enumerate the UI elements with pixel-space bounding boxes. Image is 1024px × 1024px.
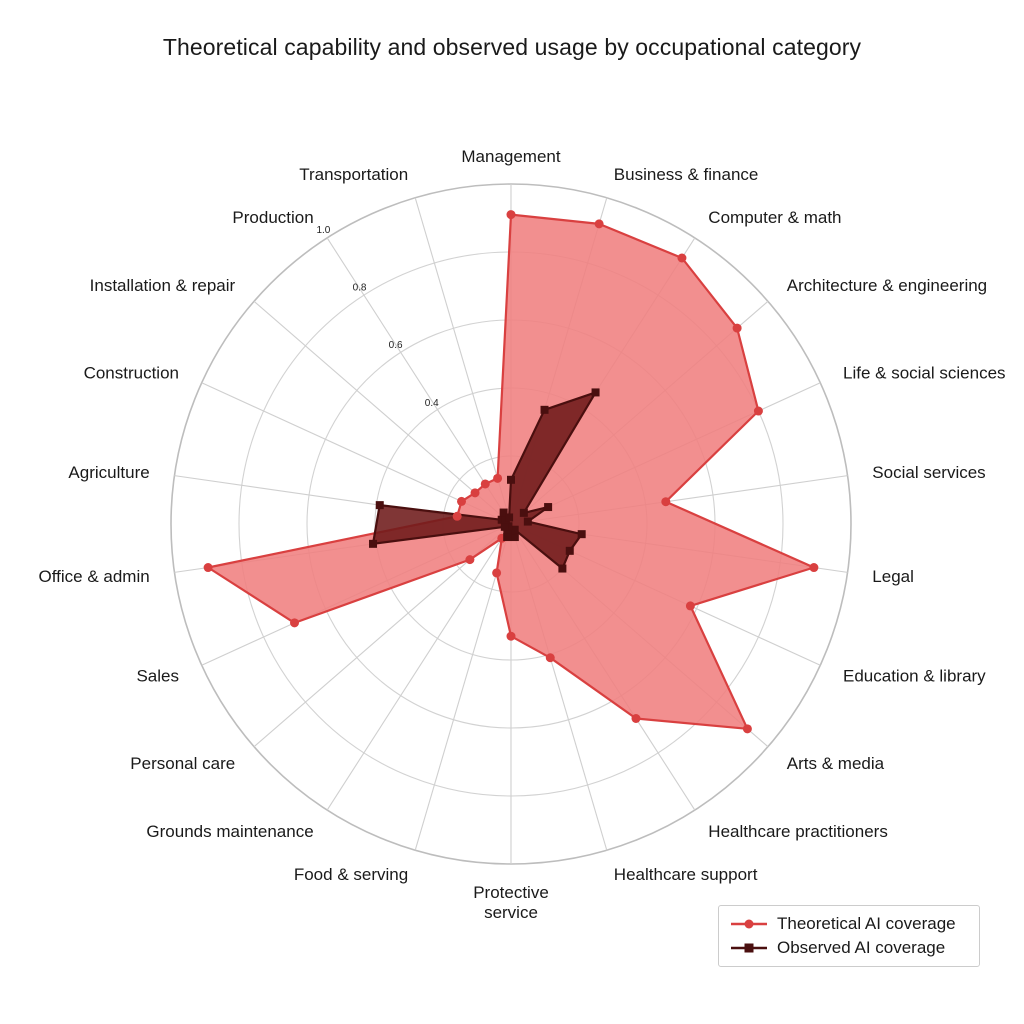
legend-swatch-observed — [731, 943, 767, 953]
point-theoretical-business-and-finance — [594, 219, 604, 229]
category-label-agriculture: Agriculture — [68, 463, 149, 482]
category-label-healthcare-support: Healthcare support — [614, 865, 758, 884]
category-label-installation-and-repair: Installation & repair — [90, 276, 236, 295]
chart-title: Theoretical capability and observed usag… — [162, 34, 862, 60]
point-theoretical-construction — [457, 496, 467, 506]
grid-spoke-food-and-serving — [414, 523, 512, 851]
point-observed-production — [499, 508, 508, 517]
grid-spoke-production — [326, 237, 512, 525]
point-observed-architecture-and-engineering — [519, 508, 528, 517]
point-observed-transportation — [505, 513, 514, 522]
point-theoretical-architecture-and-engineering — [732, 323, 742, 333]
point-theoretical-sales — [290, 618, 300, 628]
legend-label-observed: Observed AI coverage — [777, 938, 946, 957]
point-theoretical-installation-and-repair — [470, 488, 480, 498]
radial-tick-label-0-4: 0.4 — [425, 398, 439, 409]
point-theoretical-healthcare-support — [545, 653, 555, 663]
category-label-personal-care: Personal care — [130, 754, 235, 773]
category-label-production: Production — [232, 208, 313, 227]
category-label-education-and-library: Education & library — [843, 667, 986, 686]
legend-item-observed: Observed AI coverage — [729, 936, 969, 960]
category-label-construction: Construction — [84, 363, 179, 382]
category-label-life-and-social-sciences: Life & social sciences — [843, 363, 1006, 382]
category-label-management: Management — [461, 147, 561, 166]
point-theoretical-social-services — [661, 497, 671, 507]
category-label-healthcare-practitioners: Healthcare practitioners — [708, 822, 888, 841]
radial-tick-label-0-6: 0.6 — [389, 340, 403, 351]
category-label-grounds-maintenance: Grounds maintenance — [146, 822, 313, 841]
point-theoretical-transportation — [493, 473, 503, 483]
category-label-transportation: Transportation — [299, 165, 408, 184]
point-theoretical-computer-and-math — [677, 253, 687, 263]
point-observed-agriculture — [375, 501, 384, 510]
point-observed-computer-and-math — [591, 388, 600, 397]
radial-tick-label-0-8: 0.8 — [353, 283, 367, 294]
category-label-architecture-and-engineering: Architecture & engineering — [787, 276, 987, 295]
category-label-legal: Legal — [872, 567, 914, 586]
legend: Theoretical AI coverage Observed AI cove… — [718, 905, 980, 967]
point-observed-social-services — [523, 517, 532, 526]
point-theoretical-protective-service — [506, 631, 516, 641]
point-theoretical-education-and-library — [685, 601, 695, 611]
category-label-social-services: Social services — [872, 463, 985, 482]
point-observed-food-and-serving — [503, 533, 512, 542]
point-observed-office-and-admin — [369, 539, 378, 548]
point-observed-construction — [497, 515, 506, 524]
category-label-business-and-finance: Business & finance — [614, 165, 759, 184]
point-observed-arts-and-media — [558, 564, 567, 573]
point-theoretical-life-and-social-sciences — [753, 406, 763, 416]
grid-spoke-installation-and-repair — [253, 300, 512, 525]
point-theoretical-production — [480, 479, 490, 489]
radar-labels: 0.4 0.6 0.8 1.0 Management Business & finance… — [39, 147, 1006, 922]
category-label-office-and-admin: Office & admin — [39, 567, 150, 586]
point-theoretical-personal-care — [465, 555, 475, 565]
point-theoretical-legal — [809, 563, 819, 573]
point-theoretical-agriculture — [452, 511, 462, 521]
point-observed-life-and-social-sciences — [544, 503, 553, 512]
grid-spoke-transportation — [414, 197, 512, 525]
point-observed-business-and-finance — [540, 405, 549, 414]
legend-label-theoretical: Theoretical AI coverage — [777, 914, 956, 933]
point-theoretical-office-and-admin — [203, 563, 213, 573]
category-label-computer-and-math: Computer & math — [708, 208, 841, 227]
point-theoretical-healthcare-practitioners — [631, 713, 641, 723]
category-label-sales: Sales — [136, 667, 179, 686]
point-theoretical-arts-and-media — [742, 724, 752, 734]
grid-spoke-grounds-maintenance — [326, 523, 512, 811]
point-theoretical-food-and-serving — [492, 568, 502, 578]
category-label-arts-and-media: Arts & media — [787, 754, 885, 773]
point-observed-education-and-library — [565, 546, 574, 555]
point-observed-healthcare-support — [510, 533, 519, 542]
radar-series-layer — [203, 210, 819, 734]
legend-swatch-theoretical — [731, 919, 767, 929]
legend-item-theoretical: Theoretical AI coverage — [729, 912, 969, 936]
point-observed-management — [507, 475, 515, 484]
radial-tick-label-1-0: 1.0 — [316, 225, 330, 236]
category-label-food-and-serving: Food & serving — [294, 865, 408, 884]
category-label-protective-service: Protective service — [473, 883, 549, 922]
point-observed-sales — [500, 522, 509, 531]
point-theoretical-management — [506, 210, 516, 220]
point-observed-legal — [577, 530, 586, 539]
